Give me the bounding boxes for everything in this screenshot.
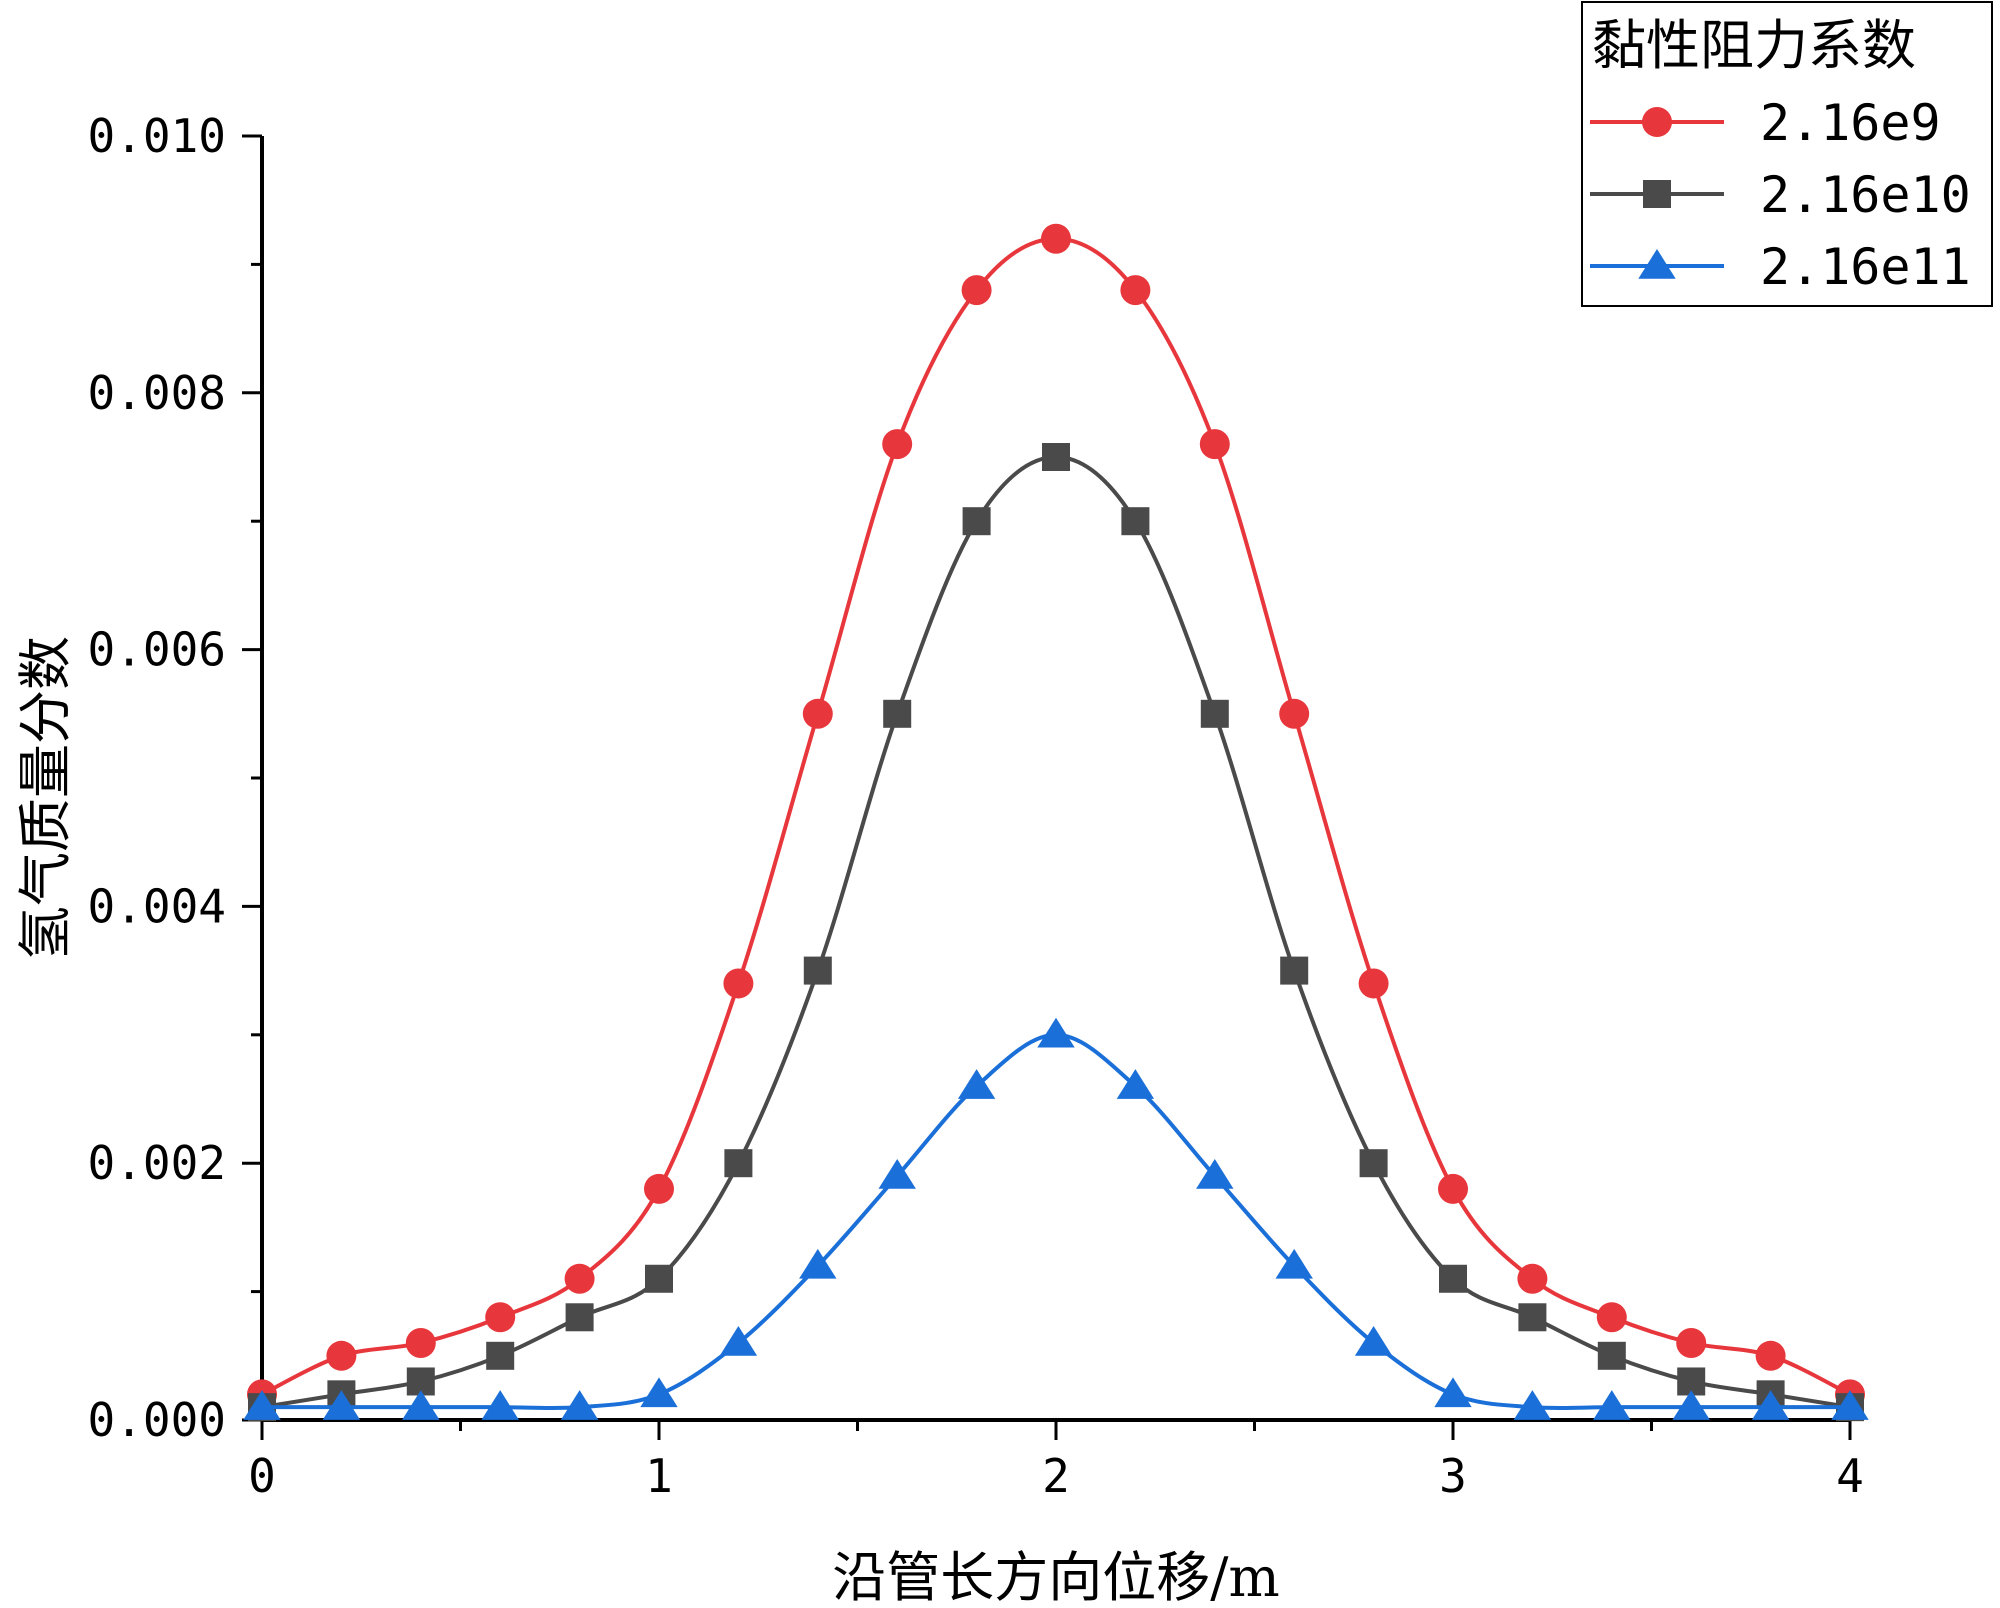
data-point xyxy=(1755,1340,1786,1371)
y-tick-label: 0.004 xyxy=(88,879,226,933)
data-point xyxy=(1359,1149,1388,1178)
data-point xyxy=(1597,1341,1626,1370)
data-point xyxy=(1439,1264,1467,1293)
data-point xyxy=(1518,1303,1547,1332)
data-point xyxy=(1676,1327,1707,1358)
y-tick-label: 0.010 xyxy=(88,109,226,163)
data-point xyxy=(1041,223,1071,254)
data-point xyxy=(723,968,754,999)
data-point xyxy=(485,1302,516,1333)
data-point xyxy=(481,1390,519,1420)
data-point xyxy=(802,698,833,729)
data-point xyxy=(326,1340,357,1371)
data-point xyxy=(878,1159,916,1189)
series-2 xyxy=(248,443,1864,1422)
data-point xyxy=(1513,1390,1552,1420)
data-point xyxy=(1116,1069,1155,1099)
x-ticks: 0 1 2 3 4 xyxy=(248,1420,1864,1503)
legend: 黏性阻力系数 2.16e9 2.16e10 2.16e11 xyxy=(1581,1,1993,307)
legend-label: 2.16e9 xyxy=(1760,94,1941,152)
data-point xyxy=(486,1341,515,1370)
data-point xyxy=(1275,1248,1313,1279)
data-point xyxy=(799,1248,837,1279)
x-tick-label: 3 xyxy=(1439,1449,1467,1503)
legend-item: 2.16e11 xyxy=(1590,238,1971,296)
y-tick-label: 0.002 xyxy=(88,1136,226,1190)
data-point xyxy=(957,1069,996,1099)
data-point xyxy=(1037,1017,1075,1048)
x-tick-label: 0 xyxy=(248,1449,276,1503)
legend-title: 黏性阻力系数 xyxy=(1592,14,1916,77)
y-axis-title: 氢气质量分数 xyxy=(14,636,77,960)
y-ticks: 0.000 0.002 0.004 0.006 0.008 0.010 xyxy=(88,109,262,1447)
y-tick-label: 0.006 xyxy=(88,623,226,677)
data-point xyxy=(1280,956,1309,985)
data-point xyxy=(645,1264,673,1293)
data-point xyxy=(1831,1390,1869,1420)
data-point xyxy=(644,1173,674,1204)
legend-item: 2.16e10 xyxy=(1590,166,1971,224)
legend-label: 2.16e10 xyxy=(1760,166,1971,224)
data-point xyxy=(803,956,832,985)
legend-label: 2.16e11 xyxy=(1760,238,1971,296)
legend-swatch-marker xyxy=(1642,107,1672,137)
legend-items: 2.16e9 2.16e10 2.16e11 xyxy=(1590,94,1971,296)
axes: 0 1 2 3 4 0.000 0.002 0.004 0.006 0.008 0.010 xyxy=(88,109,1864,1503)
data-point xyxy=(564,1263,595,1294)
series-3 xyxy=(243,1017,1869,1420)
data-point xyxy=(1751,1390,1790,1420)
legend-box xyxy=(1581,1,1993,307)
data-point xyxy=(724,1149,753,1178)
data-point xyxy=(405,1327,436,1358)
data-point xyxy=(961,275,992,306)
data-point xyxy=(1199,429,1230,460)
y-tick-label: 0.000 xyxy=(88,1393,226,1447)
data-point xyxy=(1120,275,1151,306)
x-axis-title: 沿管长方向位移/m xyxy=(832,1546,1279,1608)
x-tick-label: 1 xyxy=(645,1449,673,1503)
legend-item: 2.16e9 xyxy=(1590,94,1941,152)
data-point xyxy=(402,1390,440,1420)
y-tick-label: 0.008 xyxy=(88,366,226,420)
data-point xyxy=(565,1303,594,1332)
data-point xyxy=(1593,1390,1631,1420)
legend-swatch-marker xyxy=(1643,180,1671,208)
data-point xyxy=(1196,1159,1234,1189)
data-point xyxy=(1042,443,1070,471)
data-point xyxy=(1121,507,1150,536)
data-point xyxy=(1672,1390,1710,1420)
data-point xyxy=(719,1325,758,1356)
data-point xyxy=(640,1377,678,1408)
data-point xyxy=(883,699,912,728)
x-tick-label: 2 xyxy=(1042,1449,1070,1503)
data-point xyxy=(1200,699,1229,728)
data-point xyxy=(962,507,991,536)
legend-swatch-marker xyxy=(1638,249,1676,279)
data-point xyxy=(243,1390,281,1420)
data-point xyxy=(560,1390,599,1420)
data-point xyxy=(1438,1173,1468,1204)
data-point xyxy=(882,429,913,460)
data-point xyxy=(322,1390,361,1420)
series-layer xyxy=(243,223,1869,1422)
data-point xyxy=(1517,1263,1548,1294)
data-point xyxy=(1434,1377,1472,1408)
data-point xyxy=(1596,1302,1627,1333)
data-point xyxy=(1279,698,1310,729)
data-point xyxy=(1354,1325,1393,1356)
data-point xyxy=(1358,968,1389,999)
x-tick-label: 4 xyxy=(1836,1449,1864,1503)
